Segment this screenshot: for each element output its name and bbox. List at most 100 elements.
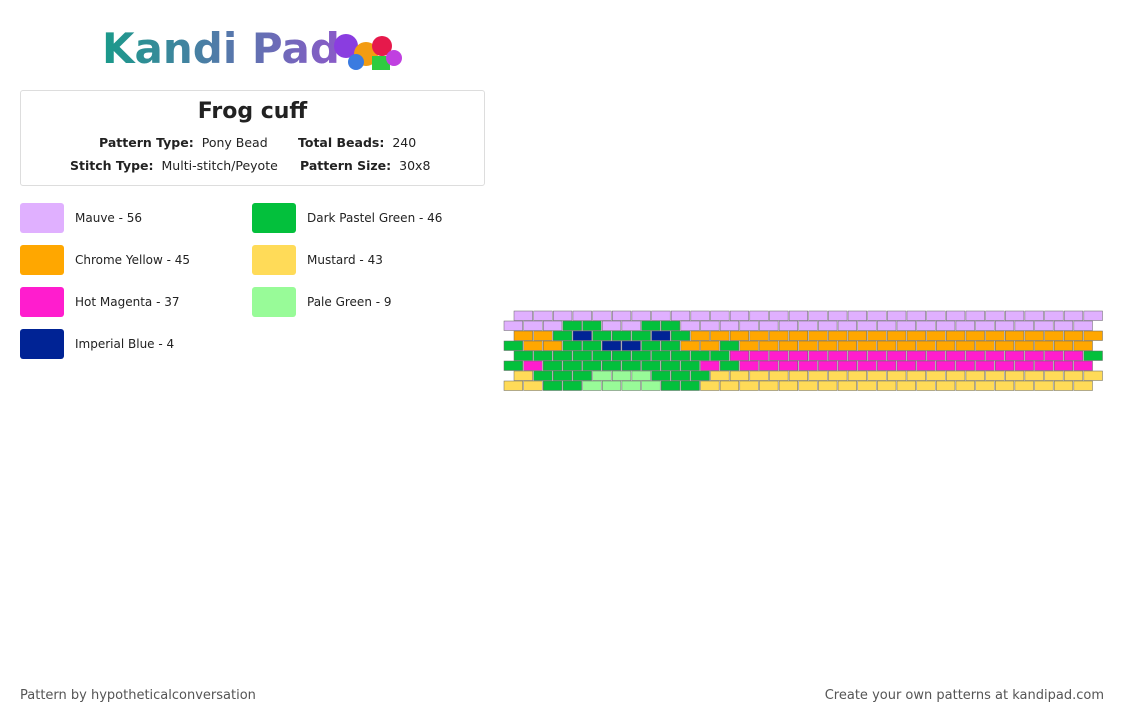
bead xyxy=(1014,380,1034,391)
bead xyxy=(916,340,936,351)
bead xyxy=(631,330,651,341)
bead xyxy=(946,310,966,321)
bead xyxy=(631,310,651,321)
bead xyxy=(769,370,789,381)
bead xyxy=(651,350,671,361)
bead xyxy=(651,310,671,321)
bead xyxy=(995,340,1015,351)
bead xyxy=(621,380,641,391)
bead xyxy=(680,320,700,331)
bead xyxy=(690,330,710,341)
bead xyxy=(975,380,995,391)
bead xyxy=(562,380,582,391)
bead xyxy=(602,320,622,331)
bead xyxy=(729,330,750,341)
bead xyxy=(503,340,523,351)
bead xyxy=(710,330,730,341)
bead xyxy=(641,340,661,351)
bead xyxy=(729,350,750,361)
bead xyxy=(749,350,769,361)
bead xyxy=(955,320,975,331)
logo[interactable]: Kandi Pad xyxy=(102,24,340,73)
bead xyxy=(1014,340,1034,351)
bead-pattern xyxy=(503,310,1103,391)
bead xyxy=(513,370,533,381)
bead xyxy=(621,340,641,351)
label: Pattern Type: xyxy=(99,135,194,150)
bead xyxy=(828,370,848,381)
bead xyxy=(543,360,563,371)
bead xyxy=(719,380,740,391)
bead xyxy=(955,340,975,351)
bead xyxy=(887,350,907,361)
bead xyxy=(818,340,838,351)
value: 240 xyxy=(392,135,417,150)
bead xyxy=(778,380,799,391)
bead xyxy=(896,380,916,391)
bead xyxy=(798,380,818,391)
legend-swatch xyxy=(20,287,64,317)
bead xyxy=(1014,360,1034,371)
bead xyxy=(710,310,730,321)
bead xyxy=(759,320,779,331)
bead xyxy=(926,370,946,381)
bead xyxy=(1053,340,1074,351)
bead xyxy=(562,360,582,371)
legend-label: Mustard - 43 xyxy=(307,253,383,267)
bead xyxy=(1053,380,1074,391)
bead xyxy=(906,350,926,361)
bead xyxy=(670,330,691,341)
footer-right[interactable]: Create your own patterns at kandipad.com xyxy=(824,688,1104,703)
bead xyxy=(749,330,769,341)
bead xyxy=(503,320,523,331)
bead xyxy=(857,380,877,391)
info-row: Stitch Type: Multi-stitch/Peyote xyxy=(70,158,278,173)
bead xyxy=(1024,310,1044,321)
bead xyxy=(660,360,681,371)
bead xyxy=(513,330,533,341)
label: Pattern Size: xyxy=(300,158,392,173)
bead xyxy=(926,350,946,361)
bead xyxy=(916,380,936,391)
bead xyxy=(670,350,691,361)
bead xyxy=(523,360,543,371)
bead xyxy=(837,320,857,331)
bead xyxy=(543,340,563,351)
bead xyxy=(916,320,936,331)
legend-label: Chrome Yellow - 45 xyxy=(75,253,191,267)
bead xyxy=(887,330,907,341)
bead xyxy=(946,370,966,381)
bead xyxy=(1073,340,1093,351)
bead xyxy=(936,360,956,371)
bead xyxy=(1083,370,1103,381)
bead xyxy=(965,310,985,321)
bead xyxy=(788,350,809,361)
legend-swatch xyxy=(252,245,296,275)
bead xyxy=(562,320,582,331)
bead xyxy=(1024,350,1044,361)
bead xyxy=(1073,380,1093,391)
bead xyxy=(808,350,828,361)
bead xyxy=(710,350,730,361)
bead xyxy=(523,320,543,331)
bead xyxy=(1005,370,1025,381)
value: Pony Bead xyxy=(201,135,268,150)
bead xyxy=(837,360,857,371)
legend-label: Pale Green - 9 xyxy=(307,295,392,309)
bead xyxy=(719,340,740,351)
bead xyxy=(641,320,661,331)
bead xyxy=(592,350,612,361)
bead xyxy=(562,340,582,351)
bead xyxy=(670,310,691,321)
bead xyxy=(533,330,553,341)
bead xyxy=(513,350,533,361)
bead xyxy=(946,330,966,341)
label: Stitch Type: xyxy=(70,158,154,173)
bead xyxy=(926,310,946,321)
bead xyxy=(543,380,563,391)
bead xyxy=(631,350,651,361)
bead xyxy=(1005,350,1025,361)
bead xyxy=(553,370,573,381)
bead xyxy=(572,330,592,341)
